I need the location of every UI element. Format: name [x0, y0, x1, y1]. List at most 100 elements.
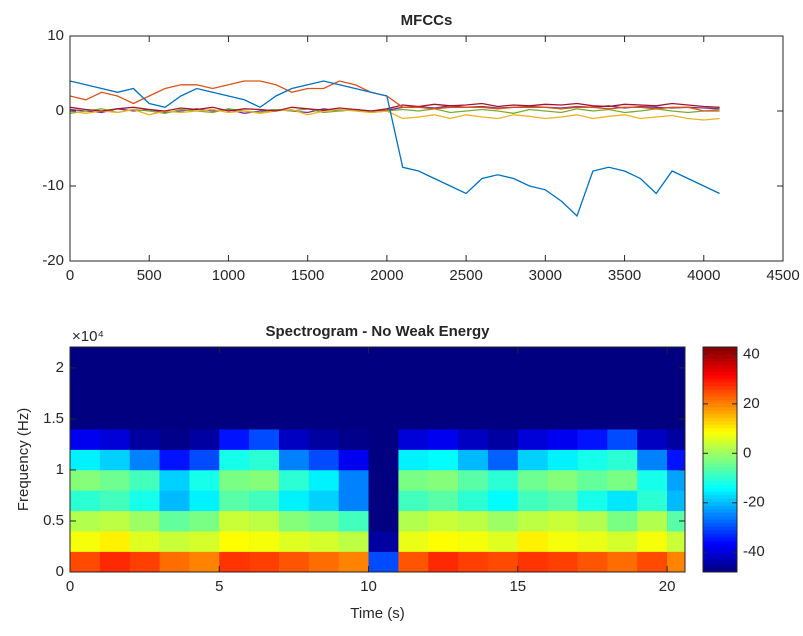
heatmap-cell: [487, 367, 519, 389]
heatmap-cell: [129, 388, 160, 410]
heatmap-cell: [547, 551, 578, 572]
colorbar-tick-label: -40: [743, 543, 765, 560]
heatmap-cell: [99, 551, 131, 572]
heatmap-cell: [428, 510, 459, 532]
colorbar-swatch: [703, 371, 737, 376]
mfcc-line: [70, 80, 720, 218]
heatmap-cell: [99, 347, 131, 369]
heatmap-cell: [577, 510, 608, 532]
heatmap-cell: [189, 449, 220, 471]
heatmap-cell: [99, 429, 131, 450]
heatmap-cell: [637, 429, 668, 450]
heatmap-cell: [637, 388, 668, 410]
heatmap-cell: [487, 490, 519, 512]
heatmap-cell: [189, 510, 220, 532]
axes-box: [69, 35, 784, 262]
colorbar-swatch: [703, 533, 737, 538]
heatmap-cell: [428, 429, 459, 450]
heatmap-cell: [189, 551, 220, 572]
heatmap-cell: [219, 490, 250, 512]
heatmap-cell: [159, 388, 190, 410]
heatmap-cell: [547, 469, 578, 491]
y-tick-label: 1.5: [43, 410, 64, 427]
heatmap-cell: [458, 408, 489, 430]
colorbar-swatch: [703, 526, 737, 531]
heatmap-cell: [368, 551, 399, 572]
heatmap-cell: [517, 449, 548, 471]
heatmap-cell: [278, 429, 310, 450]
colorbar-swatch: [703, 480, 737, 485]
colorbar-swatch: [703, 522, 737, 527]
colorbar-swatch: [703, 452, 737, 457]
heatmap-cell: [129, 490, 160, 512]
heatmap-cell: [398, 510, 429, 532]
colorbar-swatch: [703, 417, 737, 422]
heatmap-cell: [577, 429, 608, 450]
heatmap-cell: [99, 490, 131, 512]
heatmap-cell: [667, 347, 685, 369]
heatmap-cell: [70, 469, 101, 491]
heatmap-cell: [308, 408, 339, 430]
colorbar-tick-label: 40: [743, 345, 760, 362]
x-axis-label: Time (s): [350, 605, 404, 622]
chart-title: Spectrogram - No Weak Energy: [266, 323, 491, 340]
heatmap-cell: [577, 347, 608, 369]
heatmap-cell: [278, 469, 310, 491]
heatmap-cell: [278, 367, 310, 389]
colorbar-swatch: [703, 561, 737, 566]
colorbar-swatch: [703, 477, 737, 482]
heatmap-cell: [308, 531, 339, 552]
colorbar-swatch: [703, 459, 737, 464]
colorbar-swatch: [703, 550, 737, 555]
heatmap-cell: [398, 449, 429, 471]
heatmap-cell: [667, 408, 685, 430]
heatmap-cell: [458, 347, 489, 369]
heatmap-cell: [368, 388, 399, 410]
heatmap-cell: [458, 510, 489, 532]
heatmap-cell: [637, 510, 668, 532]
heatmap-cell: [278, 490, 310, 512]
heatmap-cell: [219, 347, 250, 369]
heatmap-cell: [577, 367, 608, 389]
heatmap-cell: [398, 469, 429, 491]
heatmap-cell: [607, 510, 638, 532]
heatmap-cell: [607, 367, 638, 389]
heatmap-cell: [398, 408, 429, 430]
heatmap-cell: [667, 551, 685, 572]
heatmap-cell: [308, 449, 339, 471]
heatmap-cell: [577, 551, 608, 572]
heatmap-cell: [637, 490, 668, 512]
heatmap-cell: [428, 388, 459, 410]
heatmap-cell: [428, 490, 459, 512]
heatmap-cell: [70, 449, 101, 471]
heatmap-cell: [428, 531, 459, 552]
y-tick-label: -20: [42, 252, 64, 269]
heatmap-cell: [278, 408, 310, 430]
heatmap-cell: [547, 510, 578, 532]
colorbar-swatch: [703, 424, 737, 429]
colorbar-swatch: [703, 364, 737, 369]
heatmap-cell: [517, 551, 548, 572]
heatmap-cell: [249, 408, 280, 430]
heatmap-cell: [487, 388, 519, 410]
heatmap-cell: [517, 469, 548, 491]
colorbar-swatch: [703, 568, 737, 573]
colorbar-swatch: [703, 508, 737, 513]
heatmap-cell: [308, 347, 339, 369]
colorbar-swatch: [703, 505, 737, 510]
heatmap-cell: [487, 469, 519, 491]
heatmap-cell: [99, 510, 131, 532]
y-exponent-label: ×10⁴: [72, 328, 104, 345]
heatmap-cell: [487, 408, 519, 430]
heatmap-cell: [368, 449, 399, 471]
y-tick-label: -10: [42, 177, 64, 194]
heatmap-cell: [547, 449, 578, 471]
heatmap-cell: [129, 449, 160, 471]
colorbar-swatch: [703, 389, 737, 394]
heatmap-cell: [607, 551, 638, 572]
heatmap-cell: [338, 388, 369, 410]
heatmap-cell: [249, 449, 280, 471]
colorbar-swatch: [703, 487, 737, 492]
heatmap-cell: [219, 388, 250, 410]
